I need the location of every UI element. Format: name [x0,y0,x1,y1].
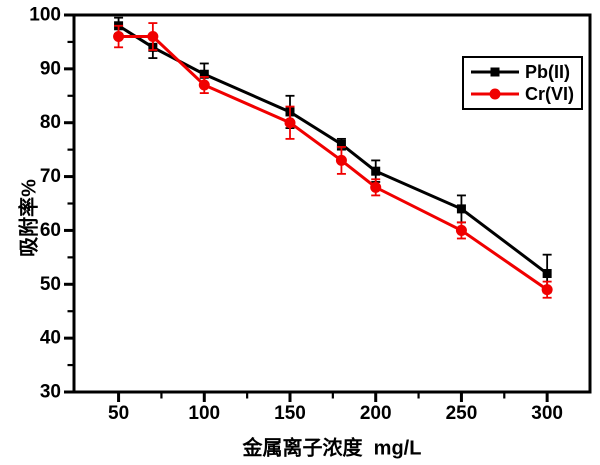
data-point-marker [199,69,209,79]
x-axis-title: 金属离子浓度 mg/L [242,437,422,460]
x-tick-label: 300 [531,403,563,424]
data-point-marker [455,224,467,236]
series-cr-vi- [113,22,553,299]
series-line [117,24,549,275]
x-axis-ticks: 50 100 150 200 250 300 [108,393,563,424]
y-tick-label: 40 [40,328,61,349]
data-point-marker [113,31,125,43]
data-point-marker [336,139,346,149]
data-point-marker [284,117,296,129]
y-tick-label: 70 [40,166,61,187]
x-tick-label: 150 [274,403,306,424]
x-tick-label: 50 [108,403,129,424]
y-axis-ticks: 30 40 50 60 70 80 90 100 [29,5,73,403]
pb-line-square-marker-sample [471,67,519,77]
legend-label-pb: Pb(II) [525,62,570,82]
x-tick-label: 250 [446,403,478,424]
data-point-marker [456,204,466,214]
y-tick-label: 80 [40,112,61,133]
y-axis-title: 吸附率% [18,179,41,257]
y-tick-label: 50 [40,274,61,295]
y-tick-label: 100 [29,5,61,26]
data-point-marker [370,181,382,193]
legend-label-cr: Cr(VI) [525,84,574,104]
data-point-marker [371,166,381,176]
data-point-marker [542,269,552,279]
data-point-marker [335,154,347,166]
data-point-marker [541,284,553,296]
data-point-marker [147,31,159,43]
plot-frame [72,13,592,394]
series-line [118,35,548,291]
x-tick-label: 200 [360,403,392,424]
data-point-marker [198,79,210,91]
y-tick-label: 90 [40,58,61,79]
cr-line-circle-marker-sample [471,88,519,100]
x-tick-label: 100 [188,403,220,424]
y-tick-label: 30 [40,382,61,403]
legend: Pb(II) Cr(VI) [462,56,583,110]
legend-item-cr: Cr(VI) [469,83,574,105]
y-tick-label: 60 [40,220,61,241]
legend-item-pb: Pb(II) [469,61,574,83]
